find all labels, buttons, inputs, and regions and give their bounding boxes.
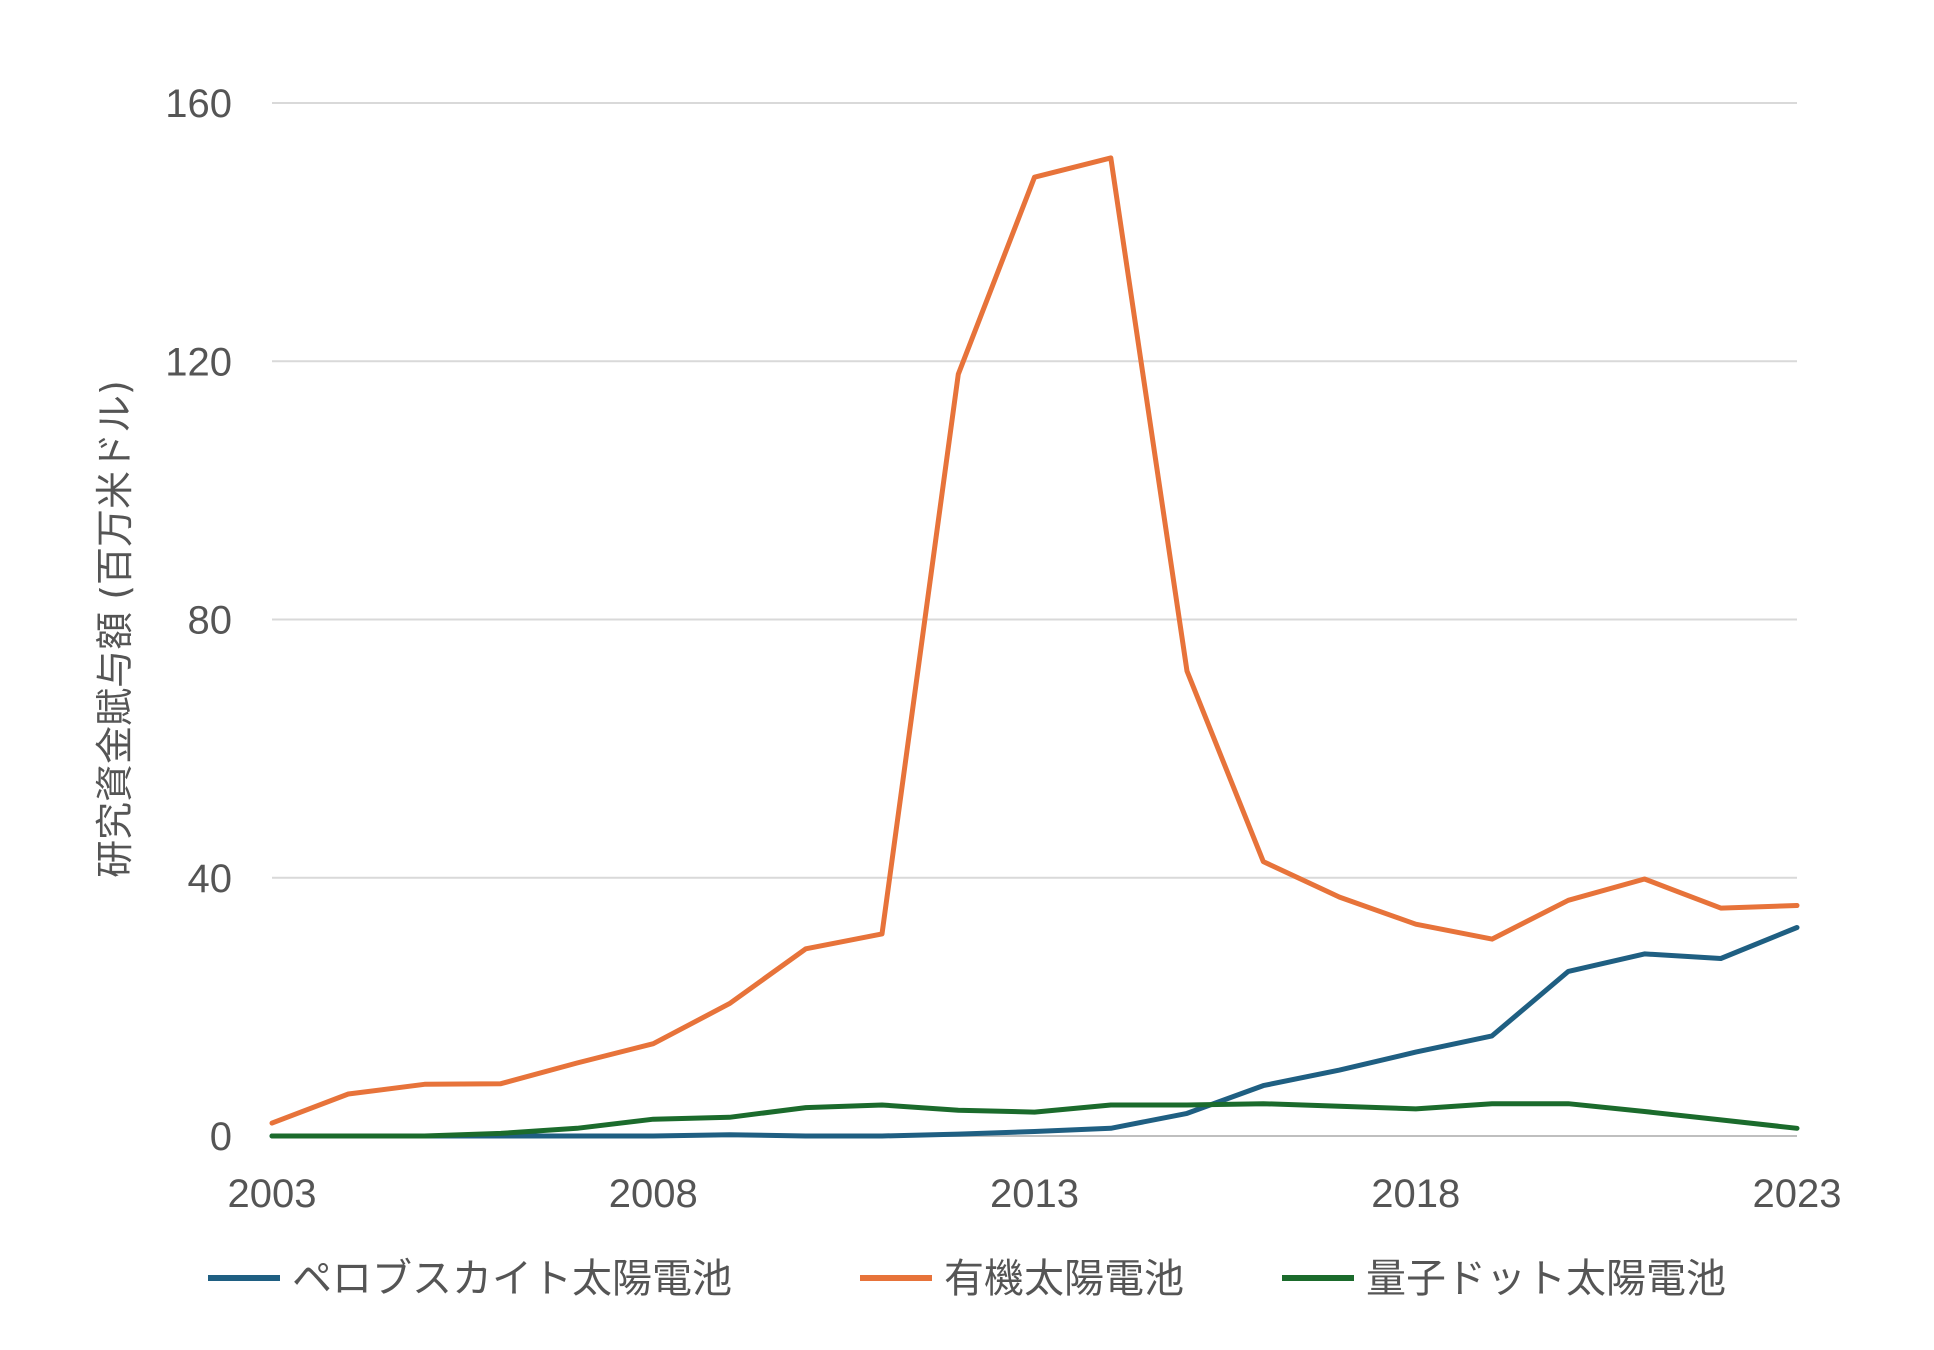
grid-lines <box>272 102 1797 1137</box>
y-tick-label: 40 <box>188 857 233 901</box>
x-tick-label: 2018 <box>1371 1172 1460 1216</box>
y-tick-label: 120 <box>165 340 232 384</box>
x-tick-label: 2003 <box>228 1172 317 1216</box>
series-line-1 <box>269 155 1800 1126</box>
x-axis-ticks: 2003 2008 2013 2018 2023 <box>228 1172 1842 1216</box>
y-tick-label: 0 <box>210 1115 232 1159</box>
y-axis-label: 研究資金賦与額 (百万米ドル) <box>93 380 137 878</box>
series-line-2 <box>269 1101 1800 1139</box>
y-tick-label: 80 <box>188 599 233 643</box>
x-tick-label: 2023 <box>1753 1172 1842 1216</box>
x-tick-label: 2013 <box>990 1172 1079 1216</box>
series-line-0 <box>269 925 1800 1139</box>
series-lines <box>269 155 1800 1139</box>
legend-label: 量子ドット太陽電池 <box>1366 1256 1726 1302</box>
x-tick-label: 2008 <box>609 1172 698 1216</box>
y-tick-label: 160 <box>165 82 232 126</box>
legend: ペロブスカイト太陽電池 有機太陽電池 量子ドット太陽電池 <box>208 1256 1726 1302</box>
legend-label: ペロブスカイト太陽電池 <box>292 1256 732 1302</box>
legend-label: 有機太陽電池 <box>944 1256 1184 1302</box>
y-axis-ticks: 0 40 80 120 160 <box>165 82 232 1159</box>
